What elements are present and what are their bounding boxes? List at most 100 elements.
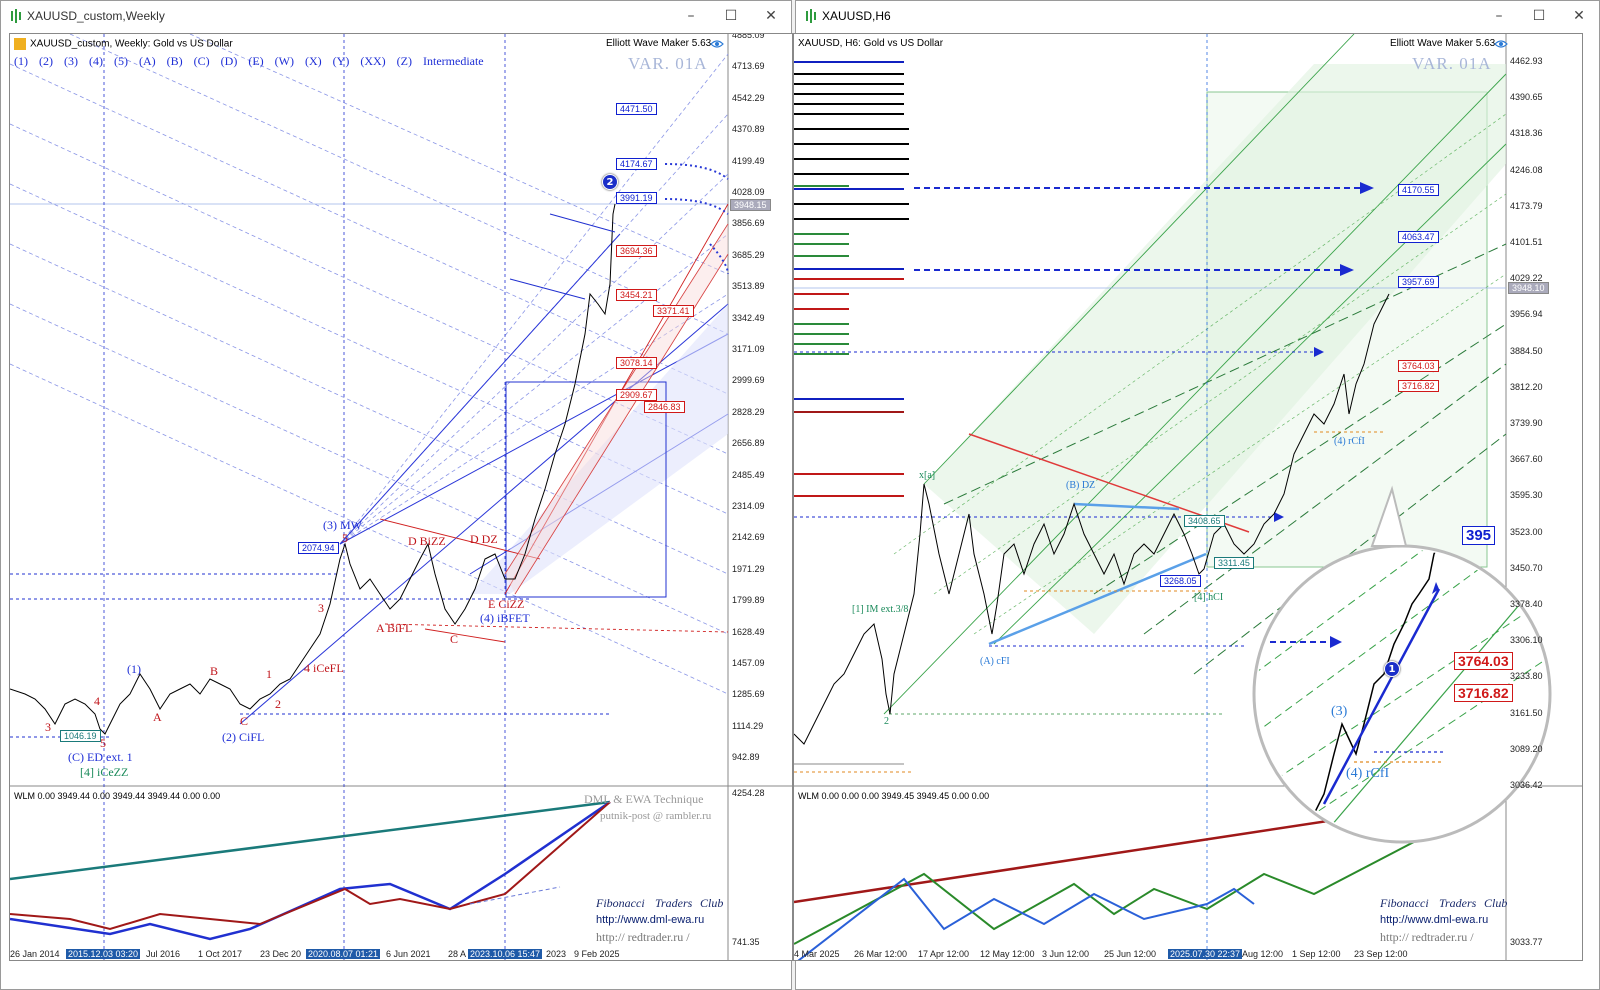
minimize-icon[interactable]: – bbox=[1495, 8, 1503, 24]
fib-club-word: Fibonacci bbox=[1380, 896, 1429, 910]
price-tick: 4713.69 bbox=[732, 61, 765, 72]
variant-label: VAR. 01A bbox=[628, 54, 708, 73]
current-price-tag: 3948.15 bbox=[730, 199, 771, 211]
price-box: 2074.94 bbox=[298, 542, 339, 554]
wave-badge[interactable]: 2 bbox=[602, 174, 618, 190]
chart-bars-icon bbox=[11, 9, 21, 23]
wave-tag[interactable]: (5) bbox=[114, 54, 128, 68]
close-icon[interactable]: ✕ bbox=[765, 8, 777, 24]
price-tick: 3884.50 bbox=[1510, 345, 1543, 356]
wlm-readout: WLM 0.00 3949.44 0.00 3949.44 3949.44 0.… bbox=[14, 791, 221, 801]
target-label: 3454.21 bbox=[616, 289, 657, 301]
wave-degree-tags[interactable]: (1) (2) (3) (4) (5) (A) (B) (C) (D) (E) … bbox=[14, 54, 492, 69]
price-tick: 1799.89 bbox=[732, 595, 765, 606]
zoom-target-label: 3716.82 bbox=[1454, 684, 1513, 702]
price-tick: 4028.09 bbox=[732, 187, 765, 197]
left-titlebar[interactable]: XAUUSD_custom,Weekly – ☐ ✕ bbox=[1, 1, 791, 31]
right-chart-window[interactable]: XAUUSD,H6 – ☐ ✕ bbox=[793, 0, 1600, 990]
target-label: 4174.67 bbox=[616, 158, 657, 170]
wave-tag[interactable]: (2) bbox=[39, 54, 53, 68]
zoom-wave-label: (3) bbox=[1331, 704, 1348, 719]
indicator-axis-bottom: 741.35 bbox=[732, 937, 760, 947]
wave-label: [1] IM ext.3/8 bbox=[852, 604, 909, 615]
price-tick: 4885.09 bbox=[732, 33, 765, 40]
price-tick: 2656.89 bbox=[732, 438, 765, 449]
right-window-title: XAUUSD,H6 bbox=[822, 9, 891, 23]
wave-label: B bbox=[210, 664, 219, 678]
wave-tag[interactable]: (X) bbox=[305, 54, 322, 68]
wave-tag[interactable]: (E) bbox=[248, 54, 264, 68]
wave-tag[interactable]: (3) bbox=[64, 54, 78, 68]
site-link[interactable]: http://www.dml-ewa.ru bbox=[1380, 914, 1489, 926]
price-tick: 3233.80 bbox=[1510, 671, 1543, 682]
wave-label: (3) MW bbox=[323, 518, 362, 532]
date-cursor-tick: 2015.12.03 03:20 bbox=[66, 949, 141, 959]
maximize-icon[interactable]: ☐ bbox=[724, 8, 738, 24]
date-cursor-tick: 2023.10.06 15:47 bbox=[468, 949, 543, 959]
site-link[interactable]: http://www.dml-ewa.ru bbox=[596, 914, 705, 926]
price-tick: 2999.69 bbox=[732, 375, 765, 386]
left-chart-window[interactable]: XAUUSD_custom,Weekly – ☐ ✕ bbox=[0, 0, 793, 990]
target-label: 4471.50 bbox=[616, 103, 657, 115]
wave-tag[interactable]: Intermediate bbox=[423, 54, 484, 68]
wave-label: 2 bbox=[884, 716, 889, 727]
ewm-eye-icon[interactable] bbox=[1494, 38, 1508, 50]
date-tick: 26 Jan 2014 bbox=[10, 949, 60, 959]
wave-tag[interactable]: (4) bbox=[89, 54, 103, 68]
site-link[interactable]: http:// redtrader.ru / bbox=[596, 930, 690, 944]
price-tick: 4462.93 bbox=[1510, 56, 1543, 66]
maximize-icon[interactable]: ☐ bbox=[1532, 8, 1546, 24]
wave-label: 4 bbox=[94, 694, 100, 708]
wave-label: [4] iCeZZ bbox=[80, 765, 129, 779]
wave-label: (4) rCfI bbox=[1334, 436, 1365, 447]
wave-label: (4) iBFET bbox=[480, 611, 530, 625]
chart-header: XAUUSD_custom, Weekly: Gold vs US Dollar bbox=[14, 38, 233, 50]
price-tick: 3378.40 bbox=[1510, 599, 1543, 609]
wave-badge[interactable]: 1 bbox=[1384, 661, 1400, 677]
price-tick: 3171.09 bbox=[732, 344, 765, 354]
zoom-target-label: 395 bbox=[1462, 526, 1496, 545]
price-tick: 942.89 bbox=[732, 752, 760, 763]
wave-label: x[a] bbox=[919, 470, 936, 481]
site-link[interactable]: http:// redtrader.ru / bbox=[1380, 930, 1474, 944]
wave-tag[interactable]: (Y) bbox=[332, 54, 350, 68]
wave-label: (A) cFI bbox=[980, 656, 1010, 667]
price-box: 1046.19 bbox=[60, 730, 101, 742]
price-tick: 1114.29 bbox=[732, 720, 764, 731]
wave-tag[interactable]: (B) bbox=[166, 54, 183, 68]
date-tick: Aug 12:00 bbox=[1242, 949, 1284, 959]
wave-tag[interactable]: (1) bbox=[14, 54, 28, 68]
ewm-label: Elliott Wave Maker 5.63 bbox=[606, 38, 712, 49]
indicator-axis-top: 4254.28 bbox=[732, 788, 765, 798]
right-titlebar[interactable]: XAUUSD,H6 – ☐ ✕ bbox=[796, 1, 1599, 31]
price-box: 3268.05 bbox=[1160, 575, 1201, 587]
wave-tag[interactable]: (D) bbox=[220, 54, 238, 68]
wave-label: (B) DZ bbox=[1066, 480, 1096, 491]
date-cursor-tick: 2025.07.30 22:37 bbox=[1168, 949, 1243, 959]
price-tick: 4173.79 bbox=[1510, 200, 1543, 211]
date-tick: 25 Jun 12:00 bbox=[1104, 949, 1157, 959]
close-icon[interactable]: ✕ bbox=[1573, 8, 1585, 24]
right-chart-canvas[interactable]: XAUUSD, H6: Gold vs US Dollar Elliott Wa… bbox=[793, 33, 1583, 961]
price-tick: 1457.09 bbox=[732, 658, 765, 668]
ewm-eye-icon[interactable] bbox=[710, 38, 724, 50]
wave-tag[interactable]: (C) bbox=[193, 54, 210, 68]
wave-tag[interactable]: (Z) bbox=[396, 54, 412, 68]
left-chart-canvas[interactable]: XAUUSD_custom, Weekly: Gold vs US Dollar… bbox=[9, 33, 793, 961]
price-tick: 4101.51 bbox=[1510, 237, 1543, 247]
price-tick: 1971.29 bbox=[732, 563, 765, 574]
wave-label: 5 bbox=[342, 531, 348, 545]
right-chart-svg bbox=[794, 34, 1582, 960]
minimize-icon[interactable]: – bbox=[687, 8, 695, 24]
wave-tag[interactable]: (XX) bbox=[360, 54, 386, 68]
wave-label: D DZ bbox=[470, 532, 498, 546]
price-tick: 3739.90 bbox=[1510, 418, 1543, 428]
current-price-tag: 3948.10 bbox=[1508, 282, 1549, 294]
wave-tag[interactable]: (W) bbox=[274, 54, 294, 68]
price-tick: 4029.22 bbox=[1510, 273, 1543, 284]
price-tick: 3812.20 bbox=[1510, 381, 1543, 392]
fib-club-word: Traders bbox=[655, 896, 693, 910]
wave-tag[interactable]: (A) bbox=[139, 54, 156, 68]
wave-label: (C) ED ext. 1 bbox=[68, 750, 133, 764]
price-tick: 4246.08 bbox=[1510, 164, 1543, 175]
